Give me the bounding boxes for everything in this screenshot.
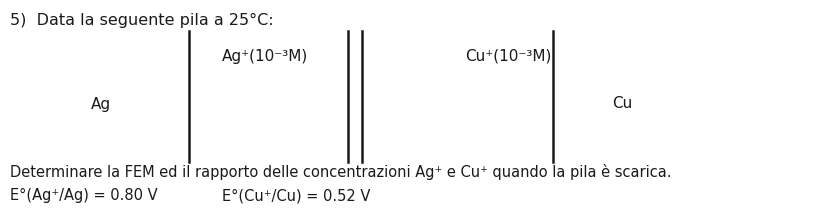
Text: 5)  Data la seguente pila a 25°C:: 5) Data la seguente pila a 25°C: [10, 13, 274, 28]
Text: Ag⁺(10⁻³M): Ag⁺(10⁻³M) [222, 49, 308, 64]
Text: E°(Ag⁺/Ag) = 0.80 V: E°(Ag⁺/Ag) = 0.80 V [10, 188, 158, 203]
Text: Cu: Cu [612, 97, 632, 111]
Text: Determinare la FEM ed il rapporto delle concentrazioni Ag⁺ e Cu⁺ quando la pila : Determinare la FEM ed il rapporto delle … [10, 164, 671, 180]
Text: Cu⁺(10⁻³M): Cu⁺(10⁻³M) [465, 49, 551, 64]
Text: E°(Cu⁺/Cu) = 0.52 V: E°(Cu⁺/Cu) = 0.52 V [222, 188, 370, 203]
Text: Ag: Ag [91, 97, 111, 111]
